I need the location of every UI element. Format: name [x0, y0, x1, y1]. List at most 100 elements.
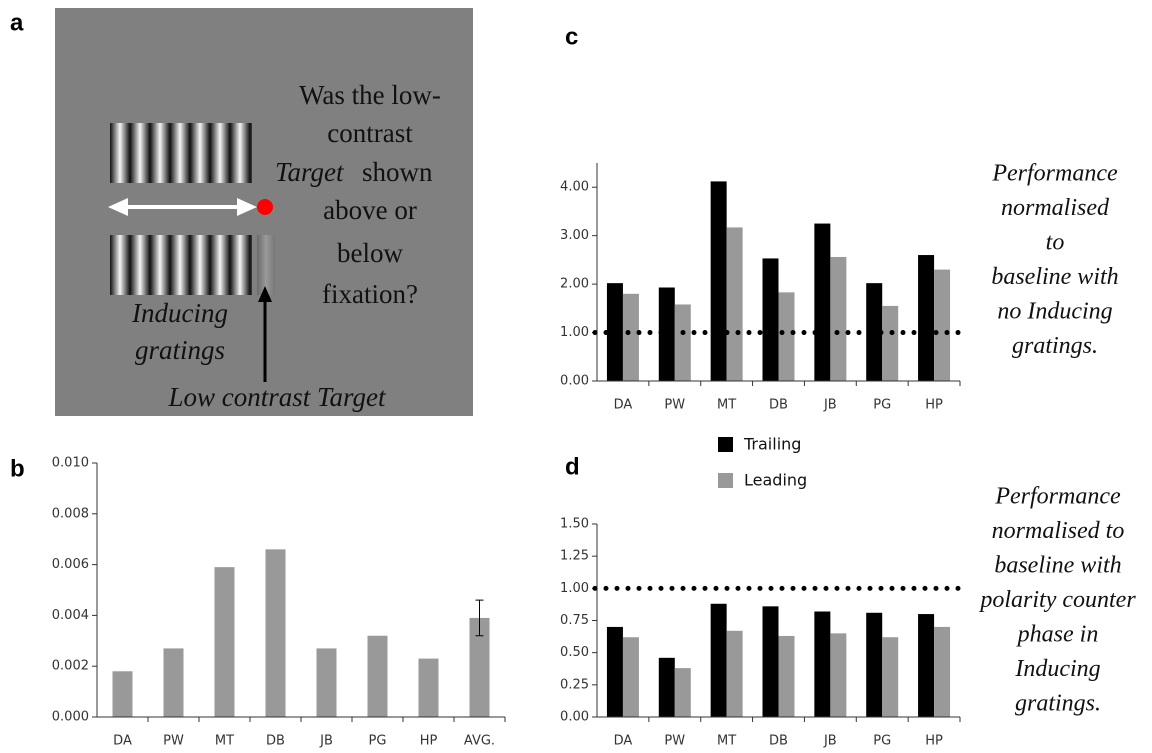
bar	[814, 223, 831, 381]
bar	[710, 603, 727, 717]
bar	[710, 181, 727, 381]
y-tick-label: 1.50	[560, 517, 589, 532]
annotation: Performance	[991, 161, 1118, 187]
question-text: above or	[323, 195, 417, 225]
x-tick-label: PG	[873, 734, 891, 749]
x-tick-label: HP	[420, 734, 438, 749]
bar	[163, 648, 184, 717]
bar	[882, 637, 899, 717]
panel-label: c	[565, 23, 578, 50]
annotation: Inducing	[1014, 656, 1100, 682]
bar	[866, 283, 883, 381]
double-arrow	[108, 198, 257, 216]
inducing-label: Inducing	[131, 298, 228, 328]
bar	[778, 292, 795, 381]
annotation: phase in	[1016, 622, 1099, 648]
y-tick-label: 0.006	[52, 557, 89, 572]
question-text: Was the low-	[299, 80, 441, 110]
x-tick-label: DA	[113, 734, 132, 749]
y-tick-label: 0.004	[52, 608, 89, 623]
y-tick-label: 2.00	[560, 277, 589, 292]
bar	[112, 671, 133, 717]
x-tick-label: MT	[215, 734, 234, 749]
y-tick-label: 1.00	[560, 325, 589, 340]
annotation: no Inducing	[997, 299, 1112, 325]
y-tick-label: 0.50	[560, 645, 589, 660]
y-tick-label: 0.00	[560, 710, 589, 725]
bar	[265, 549, 286, 717]
x-tick-label: MT	[717, 398, 736, 413]
error-bar	[475, 599, 484, 637]
x-tick-label: HP	[925, 734, 943, 749]
bar	[726, 630, 743, 717]
x-tick-label: PG	[873, 398, 891, 413]
panel-label: a	[10, 9, 24, 36]
bar	[367, 635, 388, 717]
question-text: Target	[275, 157, 345, 187]
x-tick-label: PW	[664, 734, 685, 749]
annotation: to	[1046, 230, 1065, 256]
bar	[866, 612, 883, 717]
bar	[830, 633, 847, 717]
bar	[918, 614, 935, 717]
bar	[622, 637, 639, 717]
x-tick-label: DA	[614, 398, 633, 413]
x-tick-label: JB	[823, 734, 837, 749]
bar	[622, 293, 639, 381]
bar	[214, 567, 235, 717]
bar	[934, 269, 951, 381]
x-tick-label: PW	[163, 734, 184, 749]
x-tick-label: DB	[266, 734, 285, 749]
x-tick-label: JB	[319, 734, 333, 749]
bar	[814, 611, 831, 717]
bar	[934, 626, 951, 717]
bar	[316, 648, 337, 717]
y-tick-label: 1.25	[560, 549, 589, 564]
question-text: shown	[362, 157, 433, 187]
x-tick-label: DB	[769, 734, 788, 749]
inducing-grating	[110, 235, 252, 295]
legend-label: Leading	[744, 471, 807, 490]
annotation: gratings.	[1015, 691, 1101, 717]
annotation: baseline with	[991, 264, 1118, 290]
fixation-dot	[257, 199, 273, 215]
y-tick-label: 4.00	[560, 180, 589, 195]
question-text: below	[337, 238, 403, 268]
bar	[830, 256, 847, 381]
x-tick-label: JB	[823, 398, 837, 413]
y-tick-label: 0.008	[52, 506, 89, 521]
annotation: Performance	[994, 484, 1121, 510]
x-tick-label: PG	[369, 734, 387, 749]
target-label: Low contrast Target	[167, 382, 387, 412]
y-tick-label: 0.25	[560, 677, 589, 692]
bar	[469, 617, 490, 717]
x-tick-label: MT	[717, 734, 736, 749]
bar	[674, 304, 691, 381]
bar	[762, 606, 779, 717]
target	[257, 235, 275, 295]
bar	[882, 305, 899, 381]
bar	[726, 227, 743, 381]
y-tick-label: 0.75	[560, 613, 589, 628]
bar	[918, 255, 935, 381]
x-tick-label: PW	[664, 398, 685, 413]
bar	[418, 658, 439, 717]
y-tick-label: 0.00	[560, 374, 589, 389]
y-tick-label: 3.00	[560, 228, 589, 243]
legend-swatch	[718, 437, 733, 452]
x-tick-label: DA	[614, 734, 633, 749]
y-tick-label: 0.002	[52, 659, 89, 674]
annotation: normalised to	[992, 518, 1125, 544]
annotation: gratings.	[1012, 333, 1098, 359]
bar	[762, 258, 779, 381]
legend-label: Trailing	[743, 435, 801, 454]
target-arrow	[258, 286, 272, 382]
bar	[658, 657, 675, 717]
bar	[674, 668, 691, 717]
bar	[778, 635, 795, 717]
y-tick-label: 0.010	[52, 456, 89, 471]
x-tick-label: HP	[925, 398, 943, 413]
question-text: fixation?	[322, 279, 418, 309]
annotation: polarity counter	[978, 587, 1136, 613]
panel-label: d	[565, 453, 580, 480]
